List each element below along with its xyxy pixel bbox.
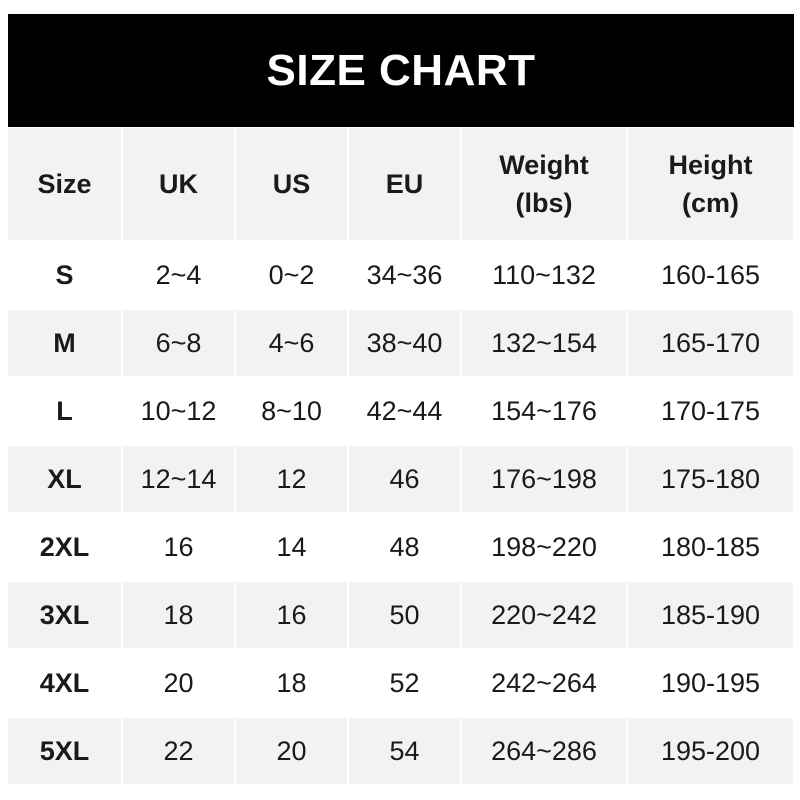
- table-cell: 2~4: [123, 242, 234, 308]
- column-header-text: Weight: [499, 150, 589, 180]
- column-header-text: (cm): [681, 188, 739, 218]
- column-header-text: (lbs): [515, 188, 573, 218]
- table-cell: 0~2: [236, 242, 347, 308]
- size-label: 2XL: [8, 514, 121, 580]
- size-label: 3XL: [8, 582, 121, 648]
- table-cell: 176~198: [462, 446, 626, 512]
- table-cell: 34~36: [349, 242, 460, 308]
- table-cell: 50: [349, 582, 460, 648]
- table-cell: 8~10: [236, 378, 347, 444]
- column-header-text: UK: [159, 169, 198, 199]
- size-chart-title: SIZE CHART: [8, 14, 794, 127]
- table-cell: 165-170: [628, 310, 793, 376]
- table-cell: 220~242: [462, 582, 626, 648]
- table-cell: 22: [123, 718, 234, 784]
- table-cell: 12: [236, 446, 347, 512]
- column-header-text: Size: [37, 169, 92, 199]
- column-header-size: Size: [8, 128, 121, 240]
- table-cell: 170-175: [628, 378, 793, 444]
- table-cell: 16: [236, 582, 347, 648]
- table-cell: 180-185: [628, 514, 793, 580]
- table-cell: 52: [349, 650, 460, 716]
- table-cell: 14: [236, 514, 347, 580]
- table-cell: 42~44: [349, 378, 460, 444]
- table-cell: 12~14: [123, 446, 234, 512]
- size-label: 5XL: [8, 718, 121, 784]
- size-label: L: [8, 378, 121, 444]
- table-cell: 6~8: [123, 310, 234, 376]
- table-cell: 242~264: [462, 650, 626, 716]
- table-row: L 10~12 8~10 42~44 154~176 170-175: [8, 378, 793, 444]
- table-cell: 198~220: [462, 514, 626, 580]
- column-header-text: Height: [668, 150, 753, 180]
- table-cell: 195-200: [628, 718, 793, 784]
- table-row: M 6~8 4~6 38~40 132~154 165-170: [8, 310, 793, 376]
- table-cell: 4~6: [236, 310, 347, 376]
- table-cell: 54: [349, 718, 460, 784]
- table-cell: 48: [349, 514, 460, 580]
- size-label: XL: [8, 446, 121, 512]
- table-row: 3XL 18 16 50 220~242 185-190: [8, 582, 793, 648]
- size-label: M: [8, 310, 121, 376]
- table-cell: 190-195: [628, 650, 793, 716]
- column-header-us: US: [236, 128, 347, 240]
- table-cell: 18: [236, 650, 347, 716]
- table-row: 2XL 16 14 48 198~220 180-185: [8, 514, 793, 580]
- table-cell: 185-190: [628, 582, 793, 648]
- table-cell: 175-180: [628, 446, 793, 512]
- table-cell: 154~176: [462, 378, 626, 444]
- table-cell: 46: [349, 446, 460, 512]
- table-cell: 20: [123, 650, 234, 716]
- size-table: Size UK US EU Weight (lbs) Height (cm) S 2~4 0~2 3…: [6, 126, 795, 786]
- table-row: 4XL 20 18 52 242~264 190-195: [8, 650, 793, 716]
- table-cell: 110~132: [462, 242, 626, 308]
- header-row: Size UK US EU Weight (lbs) Height (cm): [8, 128, 793, 240]
- size-label: 4XL: [8, 650, 121, 716]
- column-header-uk: UK: [123, 128, 234, 240]
- column-header-text: EU: [385, 169, 424, 199]
- table-row: XL 12~14 12 46 176~198 175-180: [8, 446, 793, 512]
- column-header-weight: Weight (lbs): [462, 128, 626, 240]
- table-cell: 10~12: [123, 378, 234, 444]
- table-cell: 20: [236, 718, 347, 784]
- column-header-text: US: [272, 169, 311, 199]
- column-header-height: Height (cm): [628, 128, 793, 240]
- column-header-eu: EU: [349, 128, 460, 240]
- table-row: S 2~4 0~2 34~36 110~132 160-165: [8, 242, 793, 308]
- table-cell: 18: [123, 582, 234, 648]
- table-row: 5XL 22 20 54 264~286 195-200: [8, 718, 793, 784]
- table-cell: 38~40: [349, 310, 460, 376]
- size-label: S: [8, 242, 121, 308]
- table-cell: 160-165: [628, 242, 793, 308]
- table-cell: 264~286: [462, 718, 626, 784]
- table-cell: 16: [123, 514, 234, 580]
- table-cell: 132~154: [462, 310, 626, 376]
